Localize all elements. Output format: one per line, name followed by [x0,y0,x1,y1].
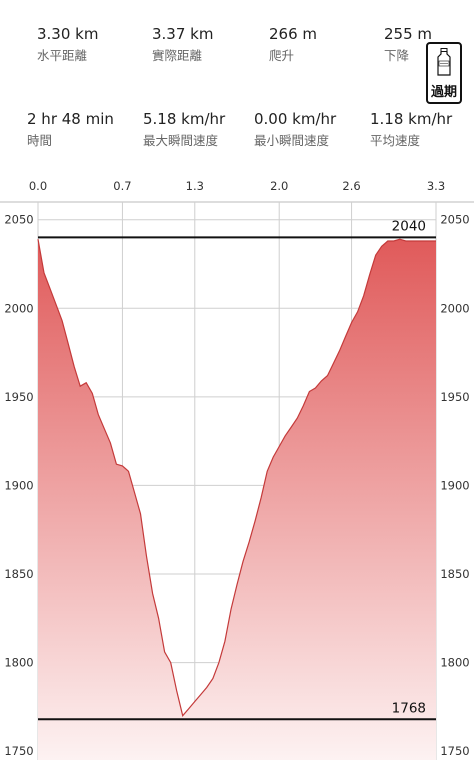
stat-horizontal-distance: 3.30 km 水平距離 [37,25,98,64]
reference-lines: 2040 1768 [38,218,436,721]
y-tick-label-right: 2050 [440,213,469,227]
elevation-line [37,238,436,717]
stat-actual-distance: 3.37 km 實際距離 [152,25,213,64]
x-tick-label: 0.0 [29,179,47,193]
stat-value: 1.18 km/hr [370,110,453,128]
y-tick-label-left: 1850 [4,567,33,581]
stat-ascent: 266 m 爬升 [269,25,317,64]
stat-descent: 255 m 下降 [384,25,432,64]
y-tick-label-left: 1800 [4,656,33,670]
y-tick-label-right: 1800 [440,656,469,670]
stat-label: 最小瞬間速度 [254,133,330,148]
stat-value: 255 m [384,25,433,43]
stat-value: 3.30 km [37,25,99,43]
stat-label: 時間 [27,133,53,148]
y-tick-label-left: 1750 [4,744,33,758]
stat-min-speed: 0.00 km/hr 最小瞬間速度 [254,110,336,149]
stat-avg-speed: 1.18 km/hr 平均速度 [370,110,452,149]
stat-value: 0.00 km/hr [254,110,337,128]
y-tick-label-left: 1950 [4,390,33,404]
y-tick-label-right: 1900 [440,478,469,492]
y-tick-label-left: 1900 [4,478,33,492]
stat-label: 下降 [384,48,410,63]
y-tick-label-right: 1850 [440,567,469,581]
y-tick-label-left: 2000 [4,301,33,315]
min-elevation-label: 1768 [392,700,426,716]
stat-label: 實際距離 [152,48,203,63]
stat-label: 最大瞬間速度 [143,133,219,148]
stat-max-speed: 5.18 km/hr 最大瞬間速度 [143,110,225,149]
x-tick-label: 2.0 [270,179,288,193]
x-tick-label: 0.7 [113,179,131,193]
y-tick-label-right: 1950 [440,390,469,404]
stat-value: 266 m [269,25,318,43]
out-of-date-bottle-icon [437,48,451,76]
stat-duration: 2 hr 48 min 時間 [27,110,114,149]
elevation-area [38,239,436,760]
badge-label: 過期 [430,85,457,100]
stat-value: 5.18 km/hr [143,110,226,128]
out-of-date-badge[interactable]: 過期 [426,42,462,104]
stat-value: 2 hr 48 min [27,110,114,128]
axis-ticks: 0.0 0.7 1.3 2.0 2.6 3.3 2050 2050 2000 2000 1950 19… [4,179,469,758]
stat-label: 水平距離 [37,48,88,63]
y-tick-label-right: 2000 [440,301,469,315]
stat-label: 爬升 [269,48,295,63]
y-tick-label-right: 1750 [440,744,469,758]
max-elevation-label: 2040 [392,218,426,234]
stat-label: 平均速度 [370,133,421,148]
x-tick-label: 2.6 [342,179,360,193]
x-tick-label: 1.3 [186,179,204,193]
stat-value: 3.37 km [152,25,214,43]
x-tick-label: 3.3 [427,179,445,193]
y-tick-label-left: 2050 [4,213,33,227]
